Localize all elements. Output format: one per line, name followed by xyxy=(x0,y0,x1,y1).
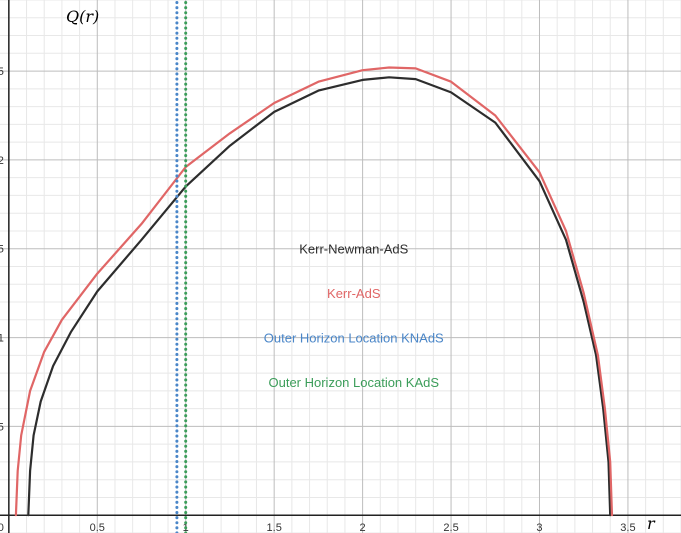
y-tick-label: 1.5 xyxy=(0,244,4,256)
x-axis-label: r xyxy=(647,514,656,533)
x-tick-label: 0.5 xyxy=(90,522,105,533)
y-axis-label: Q(r) xyxy=(66,7,99,26)
x-tick-label: 3.5 xyxy=(620,522,635,533)
x-tick-label: 3 xyxy=(536,522,542,533)
y-tick-label: 0.5 xyxy=(0,421,4,433)
x-tick-label: 0 xyxy=(0,522,4,533)
y-tick-label: 2 xyxy=(0,155,4,167)
legend-entry-3: Outer Horizon Location KNAdS xyxy=(264,331,444,346)
x-tick-label: 1.5 xyxy=(267,522,282,533)
legend-entry-2: Kerr-AdS xyxy=(327,286,381,301)
legend-entry-4: Outer Horizon Location KAdS xyxy=(268,375,439,390)
x-tick-label: 2.5 xyxy=(443,522,458,533)
y-tick-label: 1 xyxy=(0,333,4,345)
legend-entry-1: Kerr-Newman-AdS xyxy=(299,242,408,257)
x-tick-label: 2 xyxy=(360,522,366,533)
y-tick-label: 2.5 xyxy=(0,66,4,78)
